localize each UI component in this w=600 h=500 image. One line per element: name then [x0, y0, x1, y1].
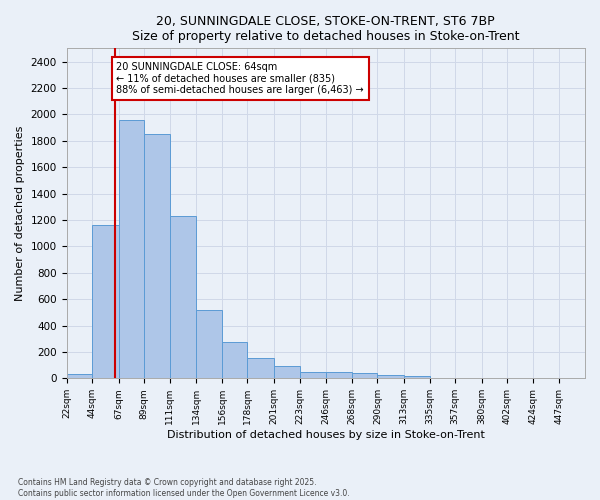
X-axis label: Distribution of detached houses by size in Stoke-on-Trent: Distribution of detached houses by size … [167, 430, 485, 440]
Bar [92, 225, 119, 378]
Bar [196, 310, 222, 378]
Bar [299, 372, 326, 378]
Bar [274, 366, 299, 378]
Bar [326, 372, 352, 378]
Bar [67, 374, 92, 378]
Bar [404, 376, 430, 378]
Bar [352, 374, 377, 378]
Text: Contains HM Land Registry data © Crown copyright and database right 2025.
Contai: Contains HM Land Registry data © Crown c… [18, 478, 350, 498]
Bar [119, 120, 144, 378]
Y-axis label: Number of detached properties: Number of detached properties [15, 126, 25, 301]
Bar [144, 134, 170, 378]
Bar [222, 342, 247, 378]
Bar [170, 216, 196, 378]
Text: 20 SUNNINGDALE CLOSE: 64sqm
← 11% of detached houses are smaller (835)
88% of se: 20 SUNNINGDALE CLOSE: 64sqm ← 11% of det… [116, 62, 364, 94]
Bar [247, 358, 274, 378]
Title: 20, SUNNINGDALE CLOSE, STOKE-ON-TRENT, ST6 7BP
Size of property relative to deta: 20, SUNNINGDALE CLOSE, STOKE-ON-TRENT, S… [132, 15, 520, 43]
Bar [377, 375, 404, 378]
